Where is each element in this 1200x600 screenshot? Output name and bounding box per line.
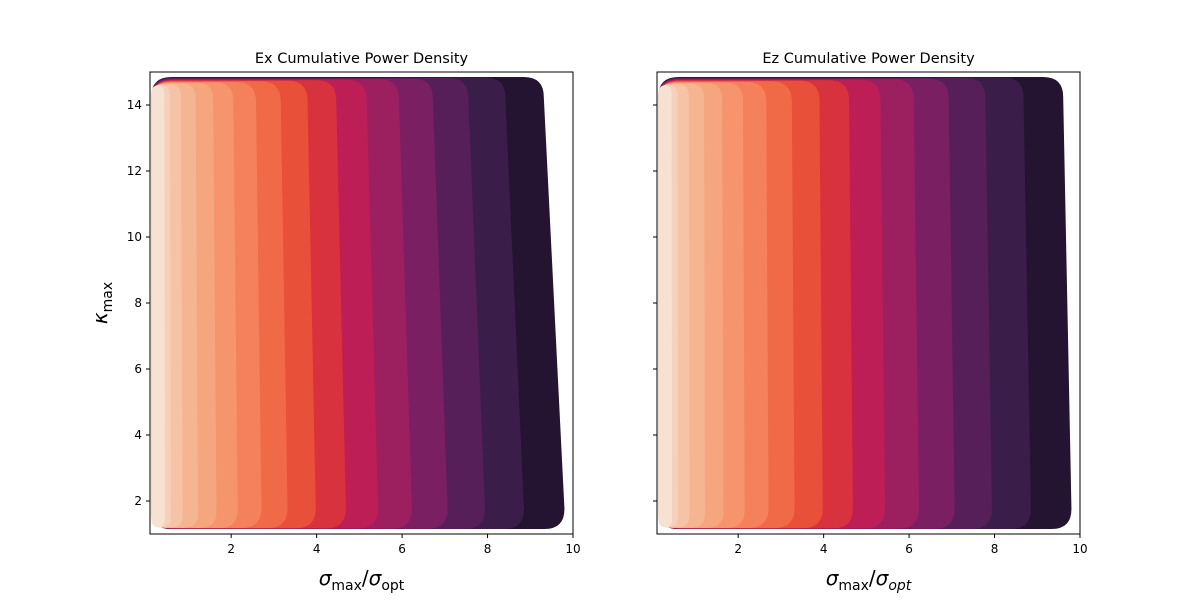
chart-title: Ex Cumulative Power Density <box>255 51 469 67</box>
contour-bands <box>151 76 565 530</box>
x-tick-label: 6 <box>905 542 913 556</box>
chart-title: Ez Cumulative Power Density <box>762 51 975 67</box>
right-subplot: 2 4 6 8 10 Ez Cumulative Power Density σmax/σo… <box>653 51 1088 594</box>
y-tick-label: 8 <box>134 296 142 310</box>
y-axis-label: κmax <box>88 282 116 324</box>
x-tick-label: 2 <box>227 542 235 556</box>
x-tick-label: 4 <box>820 542 828 556</box>
left-subplot: 2 4 6 8 10 2 4 6 8 10 12 14 Ex Cumulative Power Dens… <box>88 51 581 594</box>
x-tick-label: 4 <box>313 542 321 556</box>
x-axis-label: σmax/σopt <box>826 566 912 594</box>
x-tick-label: 8 <box>484 542 492 556</box>
x-tick-label: 2 <box>734 542 742 556</box>
x-tick-label: 6 <box>398 542 406 556</box>
contour-band <box>658 85 672 528</box>
y-tick-label: 6 <box>134 362 142 376</box>
y-tick-label: 12 <box>127 164 142 178</box>
y-tick-label: 14 <box>127 98 142 112</box>
y-tick-label: 2 <box>134 494 142 508</box>
y-tick-label: 4 <box>134 428 142 442</box>
contour-band <box>151 85 165 528</box>
x-tick-label: 10 <box>565 542 580 556</box>
contour-bands <box>658 76 1072 530</box>
x-tick-label: 8 <box>991 542 999 556</box>
y-tick-label: 10 <box>127 230 142 244</box>
x-axis-label: σmax/σopt <box>319 566 405 594</box>
x-tick-label: 10 <box>1072 542 1087 556</box>
